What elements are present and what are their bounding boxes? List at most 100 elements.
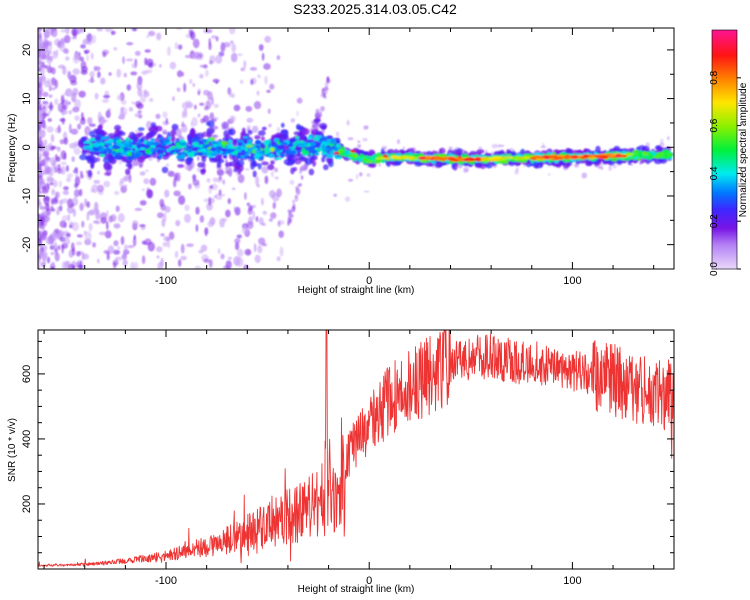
spectrogram-cell	[148, 131, 157, 137]
colorbar-band	[712, 133, 737, 137]
spectrogram-cell	[251, 159, 255, 165]
snr-xlabel: Height of straight line (km)	[298, 584, 415, 595]
colorbar-band	[712, 41, 737, 45]
spectrogram-cell	[329, 138, 337, 142]
spectrogram-cell	[372, 154, 377, 160]
spectrogram-cell	[192, 142, 200, 145]
spectrogram-cell	[43, 35, 47, 41]
spectrogram-cell	[107, 245, 115, 255]
spectrogram-cell	[314, 152, 320, 156]
spectrogram-cell	[207, 221, 214, 228]
spectrogram-cell	[183, 82, 187, 93]
spectrogram-cell	[197, 113, 201, 118]
colorbar-band	[712, 95, 737, 99]
x-tick-label: 0	[366, 575, 372, 587]
spectrogram-cell	[270, 212, 277, 219]
spectrogram-cell	[166, 163, 170, 167]
spectrogram-cell	[366, 173, 371, 177]
colorbar-band	[712, 179, 737, 182]
spectrogram-cell	[321, 124, 327, 130]
spectrogram-cell	[38, 130, 42, 136]
spectrogram-cell	[463, 166, 470, 172]
spectrogram-cell	[197, 162, 205, 168]
colorbar-band	[712, 77, 737, 81]
spectrogram-cell	[188, 146, 192, 149]
spectrogram-cell	[61, 198, 69, 204]
spectrogram-cell	[251, 149, 256, 154]
spectrogram-cell	[89, 71, 95, 78]
spectrogram-cell	[113, 223, 121, 229]
colorbar-band	[712, 205, 737, 208]
spectrogram-cell	[402, 146, 405, 151]
spectrogram-cell	[543, 156, 550, 159]
spectrogram-cell	[72, 54, 80, 64]
spectrogram-cell	[257, 163, 262, 170]
spectrogram-cell	[234, 238, 241, 244]
spectrogram-cell	[69, 224, 73, 229]
spectrogram-cell	[418, 156, 427, 160]
spectrogram-cell	[50, 261, 56, 267]
spectrogram-cell	[123, 244, 128, 254]
spectrogram-cell	[78, 90, 86, 98]
spectrogram-cell	[480, 156, 488, 160]
spectrogram-cell	[288, 217, 293, 224]
colorbar-band	[712, 117, 737, 121]
colorbar-gradient	[711, 29, 738, 270]
spectrogram-cell	[241, 130, 247, 136]
spectrogram-cell	[55, 191, 59, 202]
spectrogram-cell	[225, 260, 232, 269]
spectrogram-cell	[88, 223, 93, 232]
spectrogram-cell	[233, 150, 238, 155]
spectrogram-cell	[71, 156, 75, 162]
spectrogram-cell	[139, 171, 146, 176]
spectrogram-cell	[255, 216, 259, 222]
spectrogram-cell	[199, 64, 207, 68]
spectrogram-cell	[206, 143, 210, 148]
spectrogram-cell	[160, 139, 164, 144]
spectrogram-cell	[531, 157, 538, 161]
spectrogram-cell	[645, 142, 651, 147]
spectrogram-cell	[136, 102, 144, 110]
spectrogram-cell	[255, 153, 263, 158]
spectrogram-cell	[333, 151, 340, 155]
spectrogram-cell	[215, 54, 223, 64]
spectrogram-cell	[56, 156, 61, 162]
spectrogram-cell	[319, 137, 325, 142]
spectrogram-cell	[58, 205, 63, 212]
spectrogram-cell	[237, 152, 242, 156]
spectrogram-cell	[74, 183, 79, 189]
spectrogram-cell	[106, 210, 109, 217]
spectrogram-cell	[163, 212, 167, 223]
spectrogram-cell	[103, 180, 111, 188]
spectrogram-cell	[87, 117, 93, 125]
spectrogram-cell	[100, 136, 105, 140]
spectrogram-cell	[277, 144, 285, 150]
spectrogram-cell	[647, 153, 654, 158]
spectrogram-cell	[231, 43, 237, 53]
colorbar-band	[712, 141, 737, 145]
spectrogram-cell	[258, 44, 264, 51]
colorbar-band	[712, 47, 737, 51]
spectrogram-cell	[264, 35, 272, 43]
spectrogram-cell	[84, 231, 92, 241]
spectrogram-cell	[178, 195, 186, 205]
spectrogram-cell	[209, 112, 215, 121]
spectrogram-heatmap	[38, 28, 674, 269]
colorbar-band	[712, 165, 737, 169]
spectrogram-cell	[38, 143, 42, 148]
spectrogram-cell	[295, 186, 300, 190]
spectrogram-cell	[79, 154, 87, 161]
spectrogram-cell	[230, 116, 235, 121]
spectrogram-cell	[264, 175, 269, 185]
y-tick-label: 600	[21, 365, 33, 383]
spectrogram-cell	[74, 99, 81, 109]
spectrogram-cell	[200, 138, 208, 143]
spectrogram-cell	[289, 153, 295, 158]
spectrogram-cell	[225, 162, 233, 167]
colorbar-band	[712, 191, 737, 194]
spectrogram-cell	[98, 116, 106, 126]
spectrogram-cell	[243, 60, 247, 69]
spectrogram-cell	[300, 165, 306, 172]
spectrogram-cell	[173, 178, 177, 188]
spectrogram-cell	[76, 261, 80, 268]
